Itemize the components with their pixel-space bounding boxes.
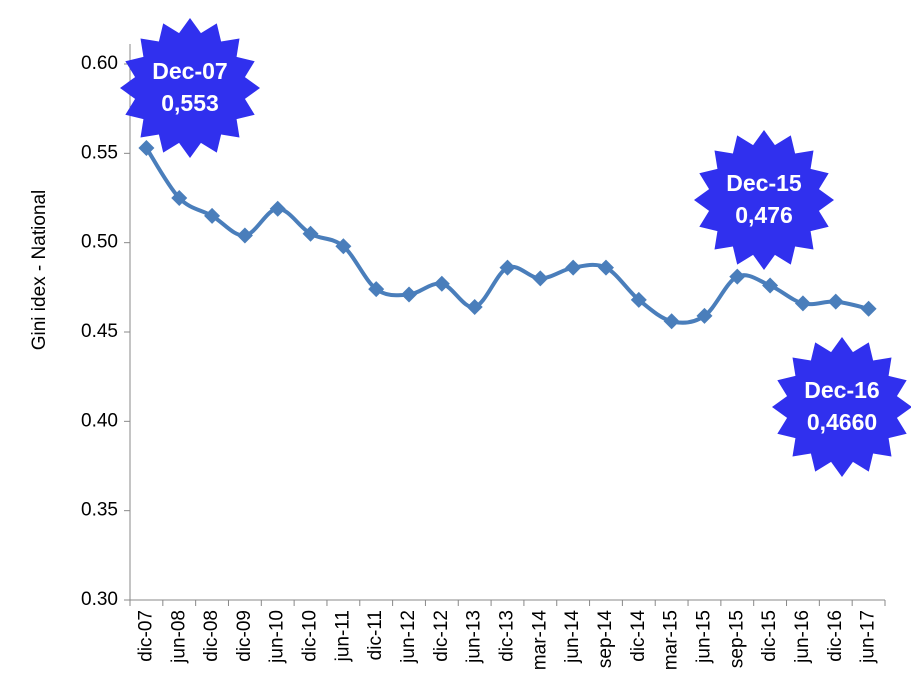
callout-text: 0,553	[161, 90, 219, 116]
callout-text: Dec-15	[726, 170, 802, 196]
marker	[729, 268, 746, 285]
x-tick-label: jun-12	[398, 610, 419, 664]
x-tick-label: jun-17	[858, 610, 879, 664]
x-tick-label: dic-15	[759, 610, 780, 662]
marker	[532, 270, 549, 287]
marker	[565, 259, 582, 276]
y-tick-label: 0.50	[81, 232, 118, 253]
x-tick-label: dic-12	[431, 610, 452, 662]
y-tick-label: 0.45	[81, 321, 118, 342]
y-tick-label: 0.30	[81, 589, 118, 610]
callout-text: 0,476	[735, 202, 793, 228]
y-tick-label: 0.35	[81, 500, 118, 521]
callout-burst	[694, 130, 834, 270]
marker	[696, 307, 713, 324]
x-tick-label: dic-13	[497, 610, 518, 662]
x-tick-label: jun-15	[693, 610, 714, 664]
marker	[762, 277, 779, 294]
marker	[171, 190, 188, 206]
marker	[499, 259, 516, 276]
y-tick-label: 0.55	[81, 142, 118, 163]
marker	[794, 295, 811, 312]
x-tick-label: dic-16	[825, 610, 846, 662]
callout-text: Dec-07	[152, 58, 227, 84]
x-tick-label: dic-09	[234, 610, 255, 662]
y-axis-label: Gini idex - National	[29, 190, 50, 351]
x-tick-label: mar-15	[661, 610, 682, 670]
marker	[302, 225, 319, 242]
marker	[827, 293, 844, 310]
marker	[597, 259, 614, 276]
callout-text: Dec-16	[804, 377, 879, 403]
x-tick-label: mar-14	[529, 610, 550, 671]
marker	[433, 275, 450, 292]
x-tick-label: jun-14	[562, 610, 583, 664]
callout-burst	[120, 18, 260, 158]
marker	[860, 300, 877, 317]
marker	[401, 286, 418, 303]
y-tick-label: 0.40	[81, 410, 118, 431]
x-tick-label: dic-11	[365, 610, 386, 660]
marker	[269, 200, 286, 217]
marker	[630, 291, 647, 308]
y-tick-label: 0.60	[81, 53, 118, 74]
x-tick-label: dic-07	[135, 610, 156, 662]
x-tick-label: sep-15	[726, 610, 747, 668]
marker	[368, 281, 385, 298]
callout-burst	[772, 337, 911, 477]
marker	[138, 139, 155, 156]
x-tick-label: sep-14	[595, 610, 616, 669]
marker	[236, 227, 253, 244]
marker	[204, 207, 221, 224]
x-tick-label: jun-13	[464, 610, 485, 664]
x-tick-label: dic-14	[628, 610, 649, 662]
x-tick-label: dic-08	[201, 610, 222, 662]
marker	[466, 298, 483, 315]
x-tick-label: jun-16	[792, 610, 813, 664]
x-tick-label: jun-11	[332, 610, 353, 662]
x-tick-label: jun-10	[267, 610, 288, 664]
x-tick-label: dic-10	[300, 610, 321, 662]
marker	[663, 313, 680, 330]
callout-text: 0,4660	[807, 409, 877, 435]
marker	[335, 238, 352, 255]
x-tick-label: jun-08	[168, 610, 189, 664]
